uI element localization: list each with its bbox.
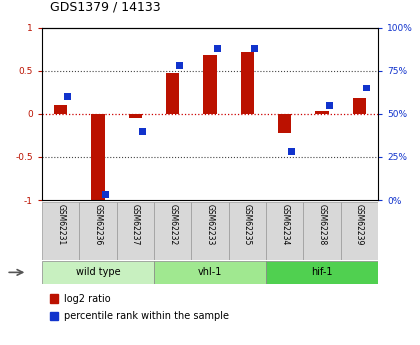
Bar	[102, 191, 108, 198]
Bar	[166, 73, 179, 114]
Text: GSM62235: GSM62235	[243, 204, 252, 245]
Bar	[117, 202, 154, 260]
Bar	[341, 202, 378, 260]
Bar	[266, 261, 378, 284]
Bar	[289, 148, 295, 155]
Bar	[176, 62, 183, 69]
Text: hif-1: hif-1	[311, 267, 333, 277]
Bar	[192, 202, 228, 260]
Bar	[129, 114, 142, 118]
Text: GSM62237: GSM62237	[131, 204, 140, 245]
Text: wild type: wild type	[76, 267, 120, 277]
Bar	[326, 102, 333, 109]
Bar	[139, 128, 146, 135]
Bar	[79, 202, 117, 260]
Bar	[42, 261, 154, 284]
Bar	[154, 202, 192, 260]
Text: percentile rank within the sample: percentile rank within the sample	[64, 311, 229, 321]
Text: log2 ratio: log2 ratio	[64, 294, 111, 304]
Bar	[50, 312, 58, 320]
Text: vhl-1: vhl-1	[198, 267, 222, 277]
Text: GSM62233: GSM62233	[205, 204, 215, 245]
Bar	[251, 45, 258, 52]
Bar	[214, 45, 220, 52]
Text: GSM62234: GSM62234	[280, 204, 289, 245]
Bar	[154, 261, 266, 284]
Bar	[241, 52, 254, 114]
Text: GSM62236: GSM62236	[94, 204, 102, 245]
Bar	[363, 85, 370, 91]
Bar	[353, 98, 366, 114]
Text: GSM62238: GSM62238	[318, 204, 326, 245]
Text: GDS1379 / 14133: GDS1379 / 14133	[50, 1, 161, 14]
Bar	[278, 114, 291, 133]
Text: GSM62231: GSM62231	[56, 204, 65, 245]
Bar	[266, 202, 303, 260]
Bar	[65, 93, 71, 100]
Bar	[228, 202, 266, 260]
Text: GSM62239: GSM62239	[355, 204, 364, 245]
Bar	[315, 111, 328, 114]
Bar	[92, 114, 105, 200]
Bar	[50, 295, 58, 303]
Bar	[203, 55, 217, 114]
Text: GSM62232: GSM62232	[168, 204, 177, 245]
Bar	[54, 105, 67, 114]
Bar	[303, 202, 341, 260]
Bar	[42, 202, 79, 260]
